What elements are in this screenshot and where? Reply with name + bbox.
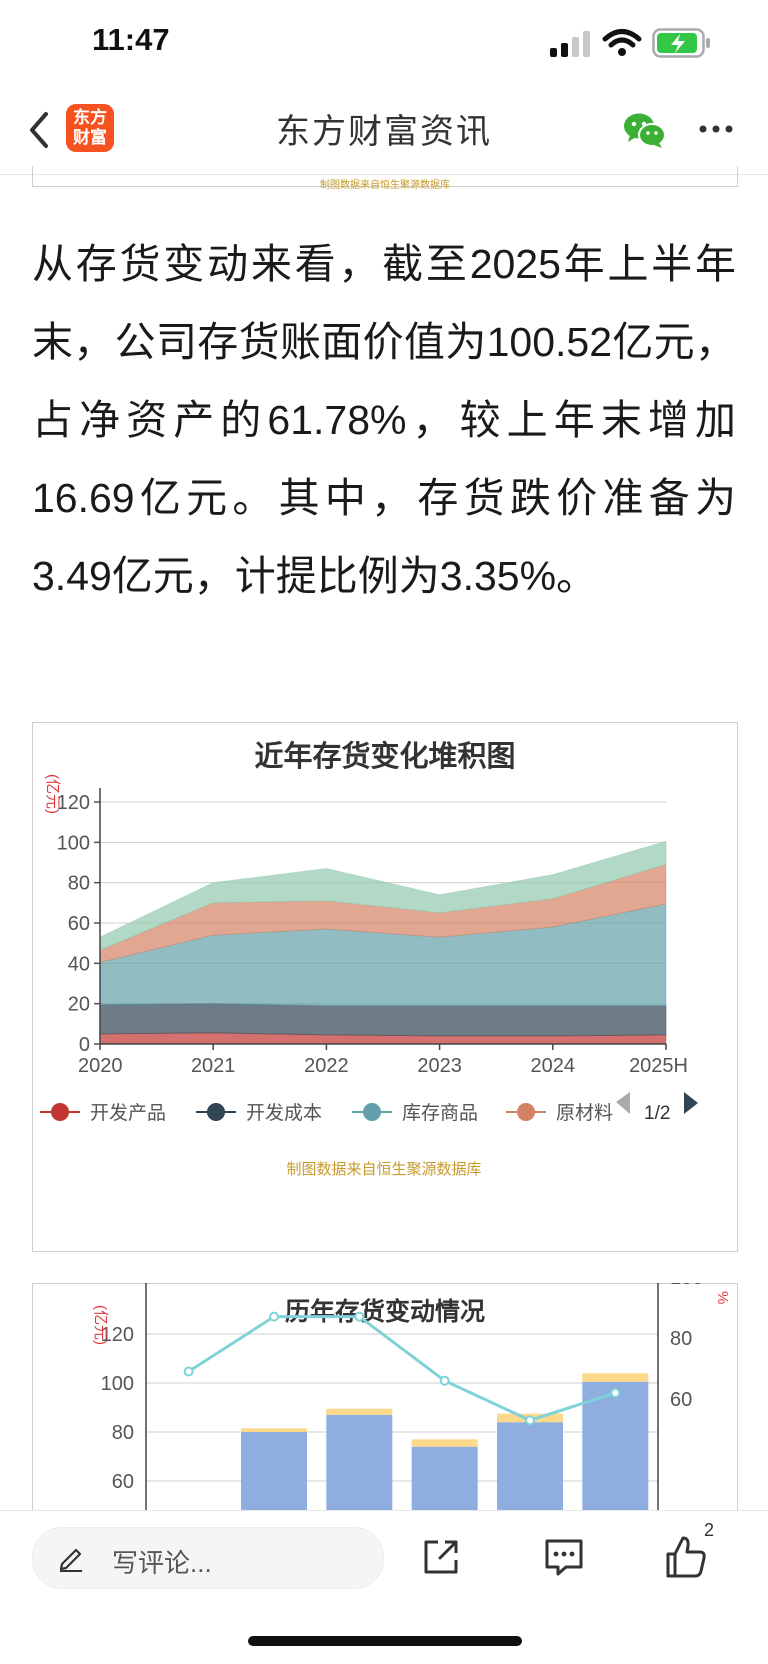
chart1-area-series-4 — [99, 863, 667, 963]
chart2-plot: 60 80 100 120 60 80 100 (亿元)% — [92, 1283, 731, 1513]
chart2-y2-tick-label: 80 — [670, 1328, 692, 1350]
chart2-y2-tick-label: 60 — [670, 1389, 692, 1411]
comment-input[interactable] — [32, 1527, 384, 1589]
chart2-line-point — [439, 1375, 450, 1386]
chart1-x-tick-label: 2022 — [304, 1055, 349, 1077]
chart1-y-tick-label: 60 — [68, 913, 90, 935]
chart2-y2-axis-label: % — [714, 1291, 731, 1304]
cellular-signal-icon — [550, 31, 590, 57]
chart2-y2-tick-label: 100 — [670, 1283, 703, 1289]
chart1-y-tick-label: 0 — [79, 1034, 90, 1056]
chart2-y-axis-label: (亿元) — [92, 1305, 109, 1345]
chart1-legend-marker — [51, 1103, 69, 1121]
chart1-legend-marker — [517, 1103, 535, 1121]
chart1-source: 制图数据来自恒生聚源数据库 — [286, 1161, 481, 1178]
chart2-line-point — [183, 1366, 194, 1377]
logo-line-1: 东方 — [73, 108, 107, 127]
chart1-plot: 0 20 40 60 80 100 120(亿元) 2020 2021 2022 2023 2024 2… — [40, 774, 698, 1178]
chart1-y-tick-label: 80 — [68, 873, 90, 895]
chart2-bar — [326, 1414, 393, 1513]
comment-icon[interactable] — [542, 1536, 586, 1580]
page-title: 东方财富资讯 — [276, 113, 492, 151]
chart2-line-point — [610, 1387, 621, 1398]
chart2-line-point — [525, 1415, 535, 1426]
chart2-bar-segment — [241, 1428, 307, 1432]
logo-line-2: 财富 — [73, 128, 107, 147]
chart2-bar — [497, 1422, 563, 1513]
chart2-percent-line — [187, 1315, 616, 1422]
chart1-x-tick-label: 2021 — [191, 1055, 236, 1077]
back-chevron-icon[interactable] — [26, 110, 52, 150]
chart1-y-axis-label: (亿元) — [44, 774, 61, 814]
chart1-legend-marker — [207, 1103, 225, 1121]
chart2-y-tick-label: 120 — [101, 1324, 134, 1346]
chart2-bar-segment — [326, 1408, 393, 1415]
chart1-legend-label: 库存商品 — [402, 1102, 478, 1124]
status-time: 11:47 — [92, 22, 170, 57]
like-count: 2 — [704, 1520, 715, 1540]
chart1-legend-label: 原材料 — [556, 1102, 613, 1124]
chart1-y-tick-label: 20 — [68, 994, 90, 1016]
chart2-y-tick-label: 100 — [101, 1373, 134, 1395]
chart1-y-tick-label: 120 — [57, 792, 90, 814]
chart2-line-point — [269, 1311, 279, 1322]
chart2-bar — [241, 1432, 307, 1513]
chart1-x-tick-label: 2024 — [531, 1055, 576, 1077]
chart2-bar — [411, 1446, 478, 1513]
battery-charging-icon — [652, 28, 710, 58]
chart1-legend-label: 开发产品 — [90, 1102, 166, 1124]
chart2-title: 历年存货变动情况 — [284, 1298, 485, 1326]
chart1-y-tick-label: 100 — [57, 832, 90, 854]
chart1-legend-label: 开发成本 — [246, 1102, 322, 1124]
chart1-area-series-5 — [99, 840, 667, 951]
chart2-line-point — [354, 1311, 365, 1322]
comment-placeholder: 写评论... — [112, 1548, 212, 1578]
chart1-title: 近年存货变化堆积图 — [254, 741, 516, 773]
more-dots-icon[interactable] — [698, 122, 734, 136]
share-icon[interactable] — [420, 1536, 462, 1578]
chart2-bar — [582, 1381, 649, 1513]
wechat-icon[interactable] — [622, 110, 668, 150]
chart1-legend-marker — [363, 1103, 381, 1121]
legend-next-arrow-icon — [684, 1092, 698, 1114]
nav-bar — [0, 90, 768, 175]
chart1-legend-page: 1/2 — [644, 1103, 670, 1124]
chart1-x-tick-label: 2025H — [629, 1055, 688, 1077]
chart1-x-tick-label: 2020 — [78, 1055, 123, 1077]
wifi-icon — [602, 29, 642, 56]
chart2-y-tick-label: 60 — [112, 1471, 134, 1493]
legend-prev-arrow-icon — [616, 1092, 630, 1114]
previous-chart-frame — [32, 166, 738, 187]
chart2-y-tick-label: 80 — [112, 1422, 134, 1444]
home-indicator — [248, 1636, 522, 1646]
chart2-bar-segment — [582, 1373, 649, 1382]
chart2-bar-segment — [411, 1439, 478, 1447]
previous-chart-source: 制图数据来自恒生聚源数据库 — [320, 180, 450, 191]
chart1-y-tick-label: 40 — [68, 953, 90, 975]
app-logo[interactable]: 东方 财富 — [66, 104, 114, 152]
chart1-area-series-2 — [99, 1003, 667, 1037]
chart1-x-tick-label: 2023 — [417, 1055, 462, 1077]
article-paragraph: 从存货变动来看，截至2025年上半年末，公司存货账面价值为100.52亿元，占净… — [32, 241, 736, 599]
thumbs-up-icon[interactable] — [664, 1534, 708, 1580]
pencil-icon — [59, 1548, 82, 1572]
